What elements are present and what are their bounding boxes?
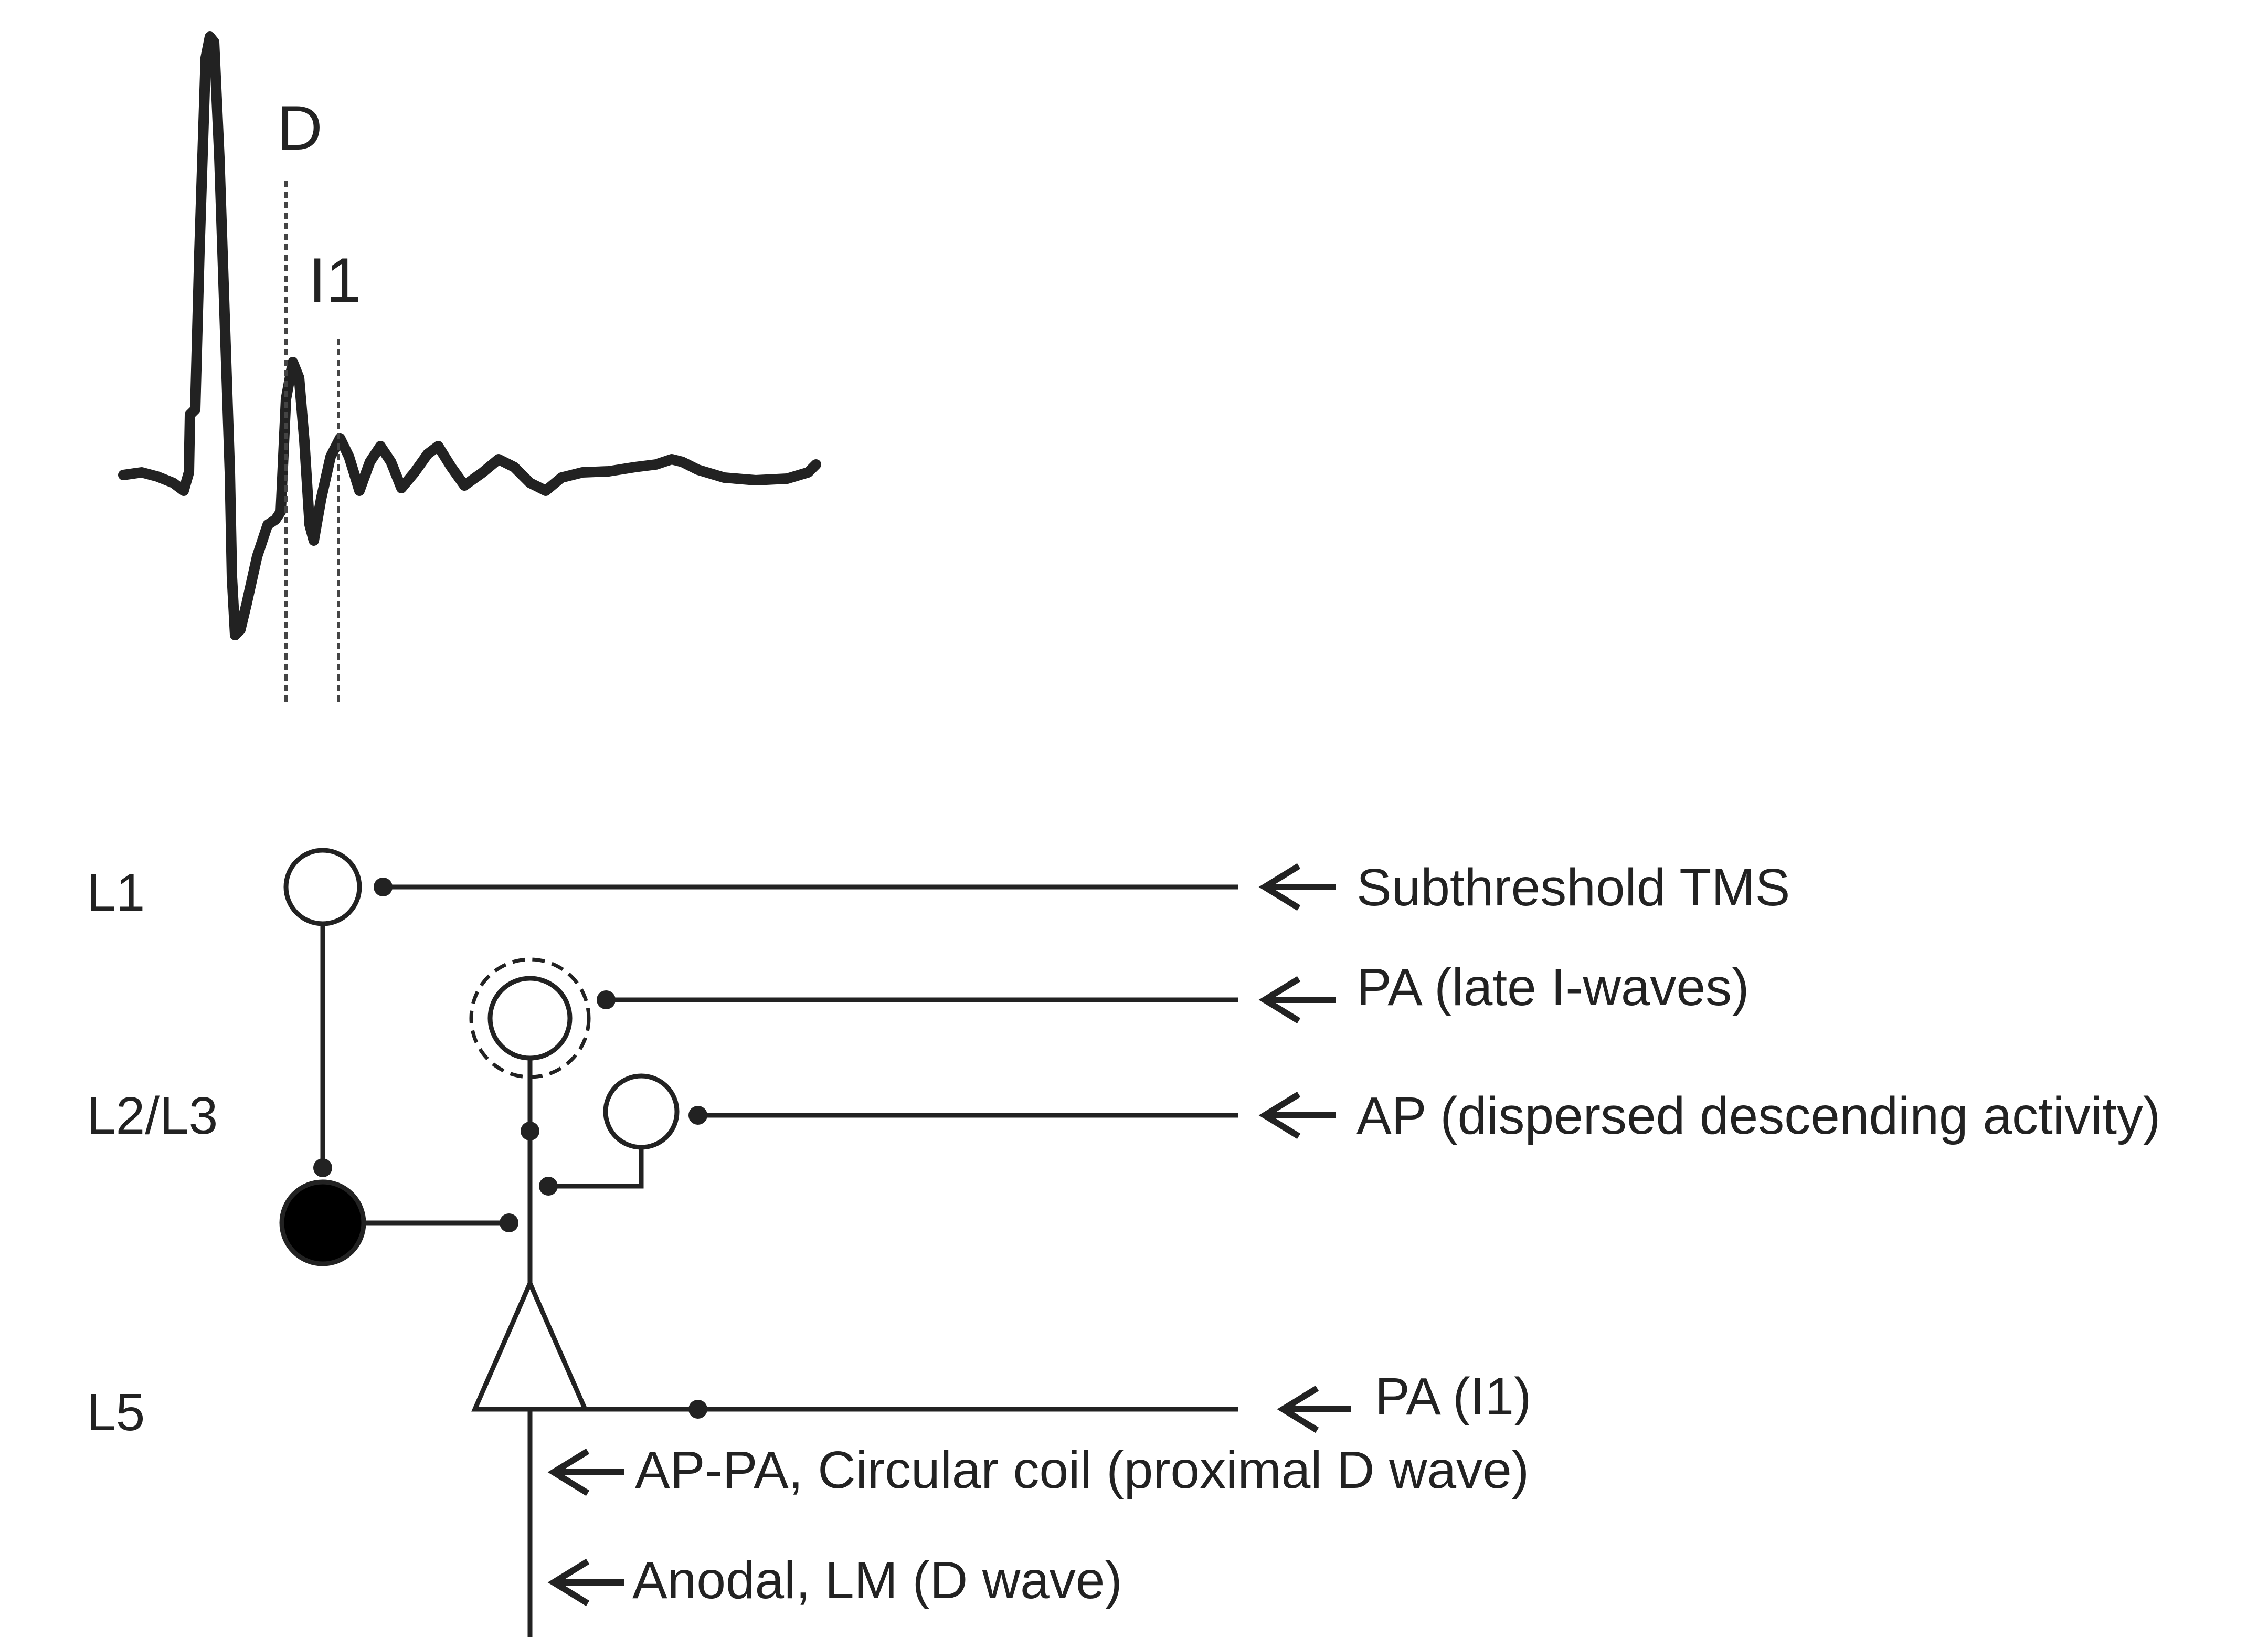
ap-interneuron-axon [548,1147,644,1189]
descending-volley-trace [118,31,821,640]
pa-late-i-waves-label: PA (late I-waves) [1356,958,1749,1017]
pa-late-i-waves-synapse [597,990,616,1009]
ap-pa-circular-label: AP-PA, Circular coil (proximal D wave) [635,1441,1529,1499]
waveform-panel: D I1 [118,31,821,706]
input-labels: Subthreshold TMS PA (late I-waves) AP (d… [632,858,2160,1610]
d-wave-label: D [277,93,323,163]
ap-synapse [539,1177,558,1196]
subthreshold-tms-label: Subthreshold TMS [1356,858,1790,917]
l1-axon-synapse [313,1158,332,1177]
cortical-layer-labels: L1 L2/L3 L5 [87,863,218,1442]
layer-l1-label: L1 [87,863,145,922]
stimulation-inputs [374,863,1351,1607]
i1-wave-label: I1 [309,245,361,315]
ap-dispersed-label: AP (dispersed descending activity) [1356,1086,2160,1145]
pa-i1-label: PA (I1) [1375,1367,1531,1426]
neuronal-circuit [279,848,707,1637]
l5-pyramidal-cell [471,1277,589,1412]
anodal-lm-label: Anodal, LM (D wave) [632,1551,1122,1610]
inhibitory-interneuron [279,1179,366,1266]
ap-interneuron [603,1073,680,1150]
ap-dispersed-synapse [688,1106,707,1125]
inhibitory-synapse [500,1213,518,1232]
layer-l5-label: L5 [87,1383,145,1442]
l1-interneuron [283,848,362,926]
layer-l2l3-label: L2/L3 [87,1086,218,1145]
subthreshold-tms-synapse [374,878,393,896]
late-i-wave-interneuron [487,976,573,1061]
